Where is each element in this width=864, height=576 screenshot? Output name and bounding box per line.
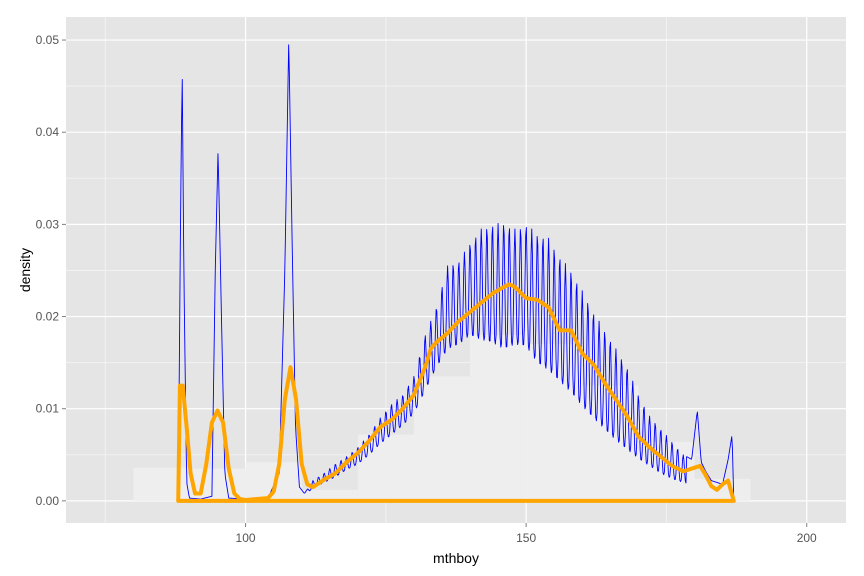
y-tick-label: 0.05 [36, 33, 60, 47]
y-axis-ticks: 0.00 0.01 0.02 0.03 0.04 0.05 [36, 33, 66, 508]
smooth-density-line [176, 282, 736, 503]
x-tick-label: 100 [236, 531, 256, 545]
histogram-bin [526, 344, 583, 501]
histogram-bin [133, 467, 190, 501]
y-tick-label: 0.01 [36, 402, 60, 416]
histogram-bin [582, 385, 639, 501]
x-axis-title: mthboy [433, 550, 479, 566]
grid-minor [66, 17, 846, 523]
y-tick-label: 0.02 [36, 310, 60, 324]
x-tick-label: 150 [516, 531, 536, 545]
y-tick-label: 0.04 [36, 125, 60, 139]
x-tick-label: 200 [797, 531, 817, 545]
histogram-bin [301, 489, 358, 501]
y-tick-label: 0.03 [36, 217, 60, 231]
smooth-density-layer [176, 282, 736, 503]
histogram-bin [413, 376, 471, 501]
y-axis-title: density [17, 248, 33, 292]
histogram-bin [245, 462, 302, 501]
histogram-bin [470, 334, 527, 501]
y-tick-label: 0.00 [36, 494, 60, 508]
x-axis-ticks: 100 150 200 [236, 523, 817, 545]
